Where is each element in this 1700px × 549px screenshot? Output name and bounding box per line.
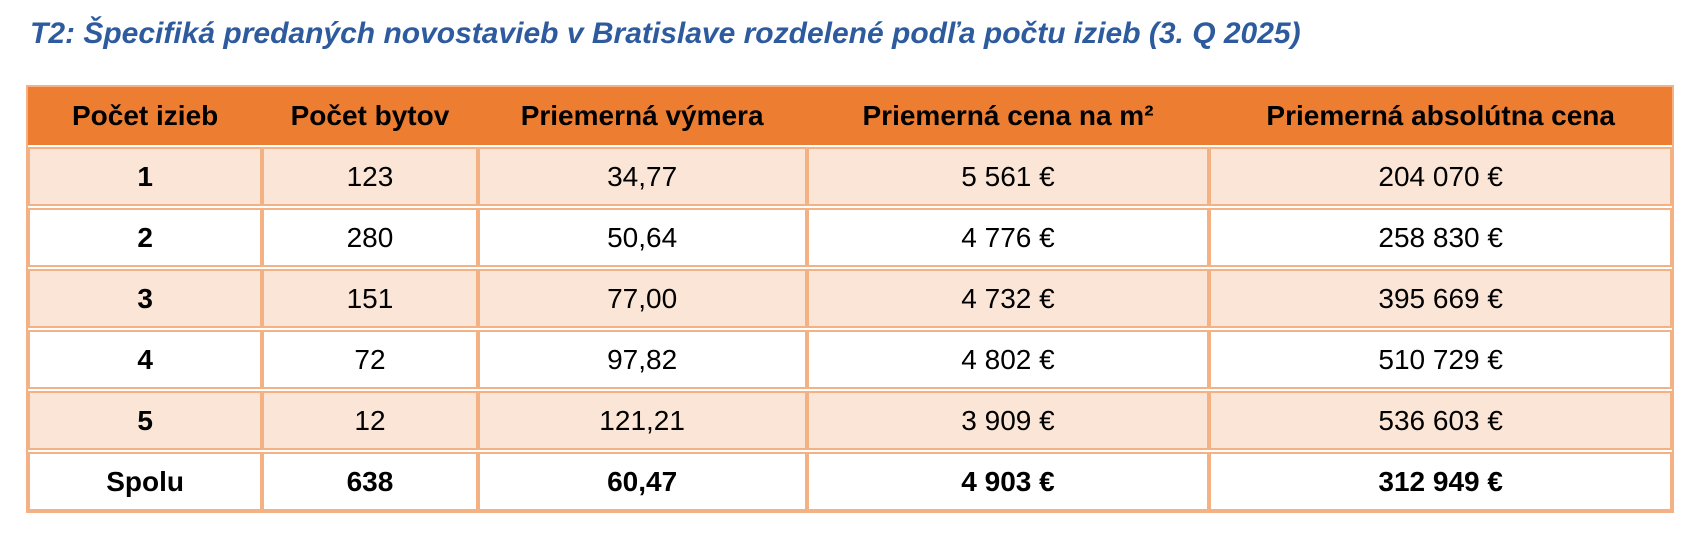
cell-priemerna-vymera: 97,82 (477, 330, 807, 389)
table-row-2: 2 280 50,64 4 776 € 258 830 € (28, 208, 1672, 267)
column-header-pocet-izieb: Počet izieb (72, 100, 219, 131)
cell-total-pocet-bytov: 638 (262, 452, 478, 511)
table-row-1: 1 123 34,77 5 561 € 204 070 € (28, 147, 1672, 206)
cell-priemerna-absolutna-cena: 510 729 € (1209, 330, 1672, 389)
cell-pocet-izieb: 3 (28, 269, 263, 328)
cell-priemerna-vymera: 121,21 (477, 391, 807, 450)
cell-priemerna-absolutna-cena: 395 669 € (1209, 269, 1672, 328)
cell-total-priemerna-absolutna-cena: 312 949 € (1209, 452, 1672, 511)
cell-priemerna-absolutna-cena: 536 603 € (1209, 391, 1672, 450)
column-header-priemerna-absolutna-cena: Priemerná absolútna cena (1266, 100, 1615, 131)
data-table: Počet izieb Počet bytov Priemerná výmera… (26, 85, 1674, 513)
cell-pocet-izieb: 4 (28, 330, 263, 389)
cell-total-priemerna-vymera: 60,47 (477, 452, 807, 511)
cell-pocet-bytov: 151 (262, 269, 478, 328)
cell-pocet-izieb: 5 (28, 391, 263, 450)
table-row-5: 5 12 121,21 3 909 € 536 603 € (28, 391, 1672, 450)
cell-priemerna-cena-m2: 4 802 € (806, 330, 1210, 389)
cell-total-priemerna-cena-m2: 4 903 € (806, 452, 1210, 511)
cell-priemerna-vymera: 50,64 (477, 208, 807, 267)
cell-pocet-izieb: 1 (28, 147, 263, 206)
column-header-priemerna-cena-m2: Priemerná cena na m² (862, 100, 1154, 131)
table-header-row: Počet izieb Počet bytov Priemerná výmera… (28, 87, 1672, 145)
cell-priemerna-absolutna-cena: 258 830 € (1209, 208, 1672, 267)
column-header-priemerna-vymera: Priemerná výmera (520, 100, 764, 131)
cell-total-label: Spolu (28, 452, 263, 511)
cell-pocet-bytov: 12 (262, 391, 478, 450)
cell-pocet-bytov: 280 (262, 208, 478, 267)
table-row-4: 4 72 97,82 4 802 € 510 729 € (28, 330, 1672, 389)
column-header-pocet-bytov: Počet bytov (290, 100, 450, 131)
cell-priemerna-absolutna-cena: 204 070 € (1209, 147, 1672, 206)
table-body: 1 123 34,77 5 561 € 204 070 € 2 280 50,6… (28, 147, 1672, 511)
cell-pocet-bytov: 72 (262, 330, 478, 389)
cell-priemerna-cena-m2: 4 732 € (806, 269, 1210, 328)
table-caption: T2: Špecifiká predaných novostavieb v Br… (30, 17, 1301, 50)
table-row-3: 3 151 77,00 4 732 € 395 669 € (28, 269, 1672, 328)
cell-priemerna-vymera: 77,00 (477, 269, 807, 328)
cell-priemerna-cena-m2: 3 909 € (806, 391, 1210, 450)
table-total-row: Spolu 638 60,47 4 903 € 312 949 € (28, 452, 1672, 511)
cell-priemerna-vymera: 34,77 (477, 147, 807, 206)
cell-priemerna-cena-m2: 5 561 € (806, 147, 1210, 206)
cell-pocet-izieb: 2 (28, 208, 263, 267)
cell-pocet-bytov: 123 (262, 147, 478, 206)
cell-priemerna-cena-m2: 4 776 € (806, 208, 1210, 267)
